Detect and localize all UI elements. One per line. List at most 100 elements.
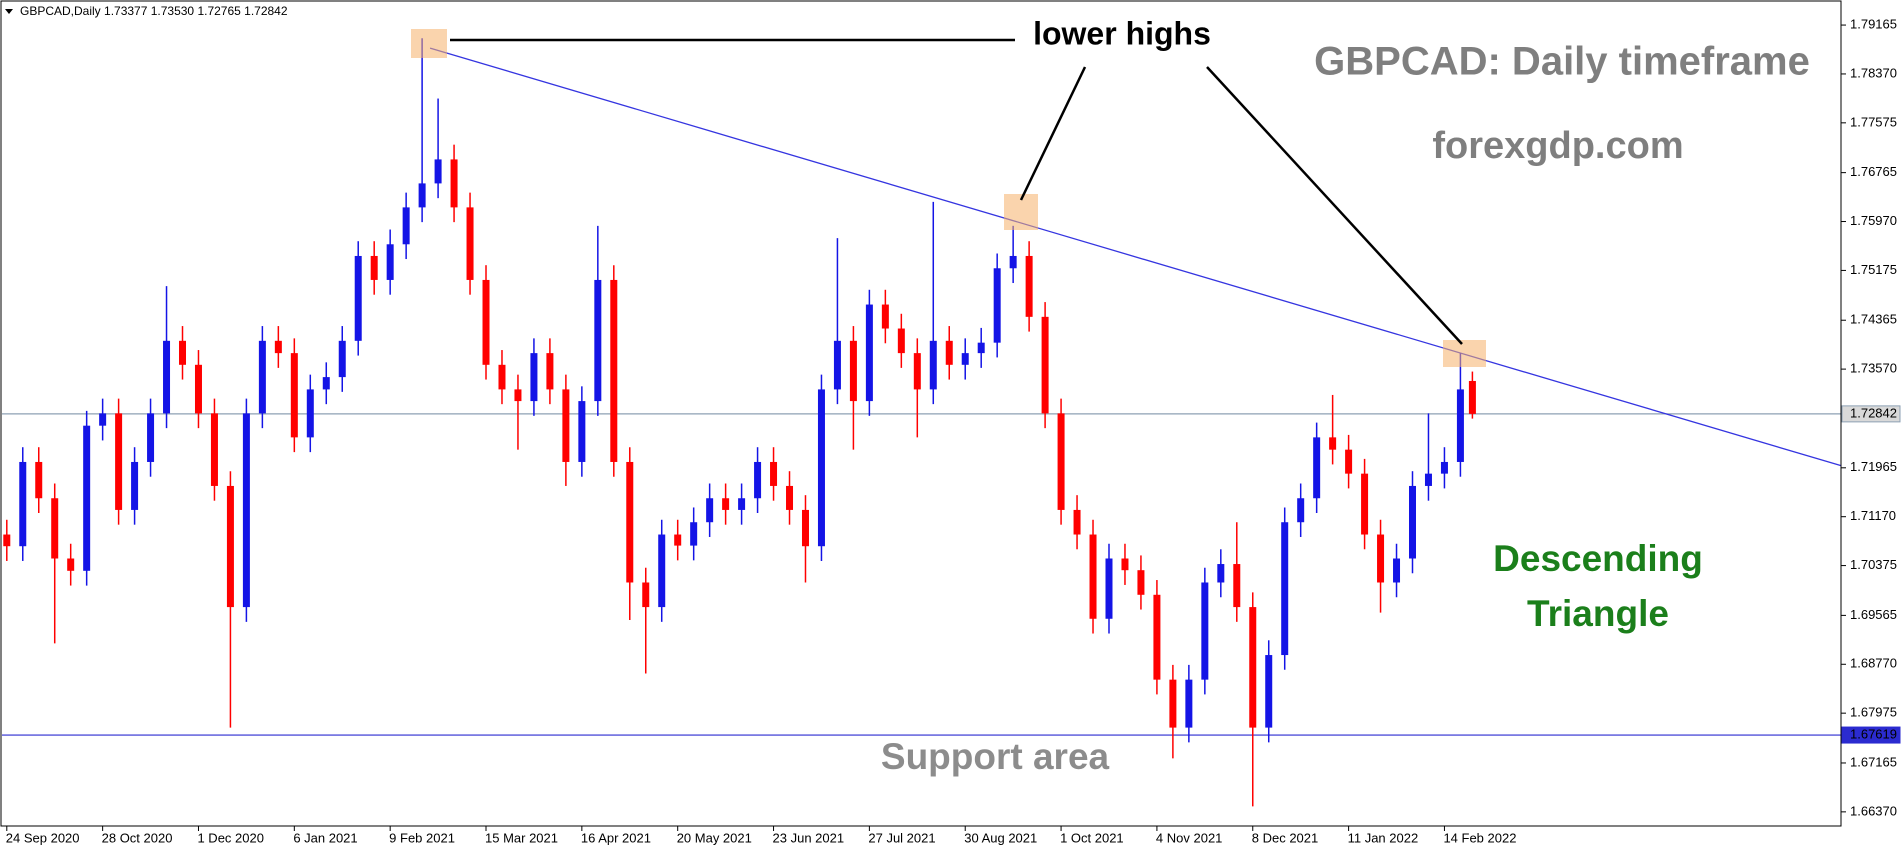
candle-body [1169, 679, 1177, 728]
candle-body [354, 255, 362, 341]
pointer-line [1019, 66, 1087, 201]
candle-body [1281, 522, 1289, 656]
candle-body [977, 342, 985, 354]
pointer-line [1206, 66, 1463, 345]
candle-body [19, 461, 27, 547]
candle-body [450, 159, 458, 208]
candle-body [817, 389, 825, 547]
candle-body [1217, 564, 1225, 583]
candle-body [83, 425, 91, 571]
candle-body [115, 413, 123, 510]
candle-body [1393, 558, 1401, 583]
candle-body [1377, 534, 1385, 583]
candle-body [386, 244, 394, 280]
lower-highs-label: lower highs [1033, 15, 1211, 51]
candle-body [402, 207, 410, 245]
highlight-box [1443, 340, 1486, 367]
candle-body [466, 207, 474, 280]
candle-body [754, 461, 762, 499]
candle-body [1249, 607, 1257, 728]
support-label-box [1841, 726, 1901, 744]
candle-body [546, 353, 554, 390]
candle-body [770, 461, 778, 486]
support-label: 1.67619 [1850, 726, 1897, 741]
candle-body [626, 461, 634, 583]
candle-body [1185, 679, 1193, 728]
candle-body [514, 389, 522, 402]
candle-body [67, 558, 75, 571]
x-tick-label: 4 Nov 2021 [1156, 830, 1223, 845]
candle-body [594, 279, 602, 402]
candle-body [1153, 594, 1161, 680]
x-tick-label: 24 Sep 2020 [6, 830, 80, 845]
candle-body [1009, 255, 1017, 269]
candle-body [147, 413, 155, 462]
y-tick-label: 1.71965 [1850, 459, 1897, 474]
candle-body [530, 353, 538, 402]
candle-body [194, 364, 202, 414]
x-tick-label: 16 Apr 2021 [581, 830, 651, 845]
candle-body [993, 268, 1001, 343]
candle-body [1057, 413, 1065, 510]
candle-body [897, 328, 905, 354]
candle-body [498, 364, 506, 390]
x-tick-label: 28 Oct 2020 [102, 830, 173, 845]
y-tick-label: 1.71170 [1850, 508, 1896, 523]
candle-body [706, 498, 714, 523]
candle-body [674, 534, 682, 546]
candle-body [722, 498, 730, 510]
candle-body [1456, 389, 1464, 462]
candle-body [1408, 485, 1416, 559]
header-arrow [5, 9, 13, 14]
x-tick-label: 20 May 2021 [677, 830, 752, 845]
candle-body [1025, 255, 1033, 317]
candle-body [1089, 534, 1097, 619]
candle-body [35, 461, 43, 499]
x-tick-label: 14 Feb 2022 [1443, 830, 1516, 845]
trendline [429, 47, 1842, 467]
candle-body [1041, 316, 1049, 414]
y-tick-label: 1.79165 [1850, 16, 1897, 31]
candle-body [690, 522, 698, 546]
candle-body [179, 340, 187, 365]
candle-body [562, 389, 570, 462]
plot-area [2, 38, 1842, 807]
candle-body [1361, 473, 1369, 535]
candle-body [1105, 558, 1113, 619]
candle-body [1137, 570, 1145, 595]
timeframe-title: GBPCAD: Daily timeframe [1314, 40, 1810, 84]
x-tick-label: 27 Jul 2021 [868, 830, 935, 845]
candle-body [482, 279, 490, 365]
candle-body [306, 389, 314, 438]
candle-body [1121, 558, 1129, 571]
candle-body [786, 485, 794, 510]
highlight-box [411, 29, 447, 58]
y-tick-label: 1.68770 [1850, 656, 1897, 671]
y-tick-label: 1.66370 [1850, 803, 1897, 818]
symbol-header: GBPCAD,Daily 1.73377 1.73530 1.72765 1.7… [20, 4, 288, 18]
candle-body [738, 498, 746, 510]
pattern-label: Descending [1493, 538, 1703, 579]
candle-body [881, 304, 889, 329]
y-tick-label: 1.77575 [1850, 114, 1897, 129]
candle-body [1345, 449, 1353, 474]
current-price-label: 1.72842 [1850, 405, 1897, 420]
x-tick-label: 30 Aug 2021 [964, 830, 1037, 845]
candle-body [51, 498, 59, 559]
x-tick-label: 1 Oct 2021 [1060, 830, 1124, 845]
candle-body [131, 461, 139, 510]
candle-body [338, 340, 346, 378]
y-tick-label: 1.67165 [1850, 754, 1897, 769]
candle-body [1073, 509, 1081, 535]
y-tick-label: 1.73570 [1850, 361, 1897, 376]
candle-body [658, 534, 666, 608]
candle-body [1329, 437, 1337, 450]
candle-body [370, 255, 378, 280]
candle-body [913, 353, 921, 390]
x-tick-label: 9 Feb 2021 [389, 830, 455, 845]
x-tick-label: 6 Jan 2021 [293, 830, 357, 845]
support-label: Support area [881, 736, 1110, 777]
candle-body [1440, 461, 1448, 474]
